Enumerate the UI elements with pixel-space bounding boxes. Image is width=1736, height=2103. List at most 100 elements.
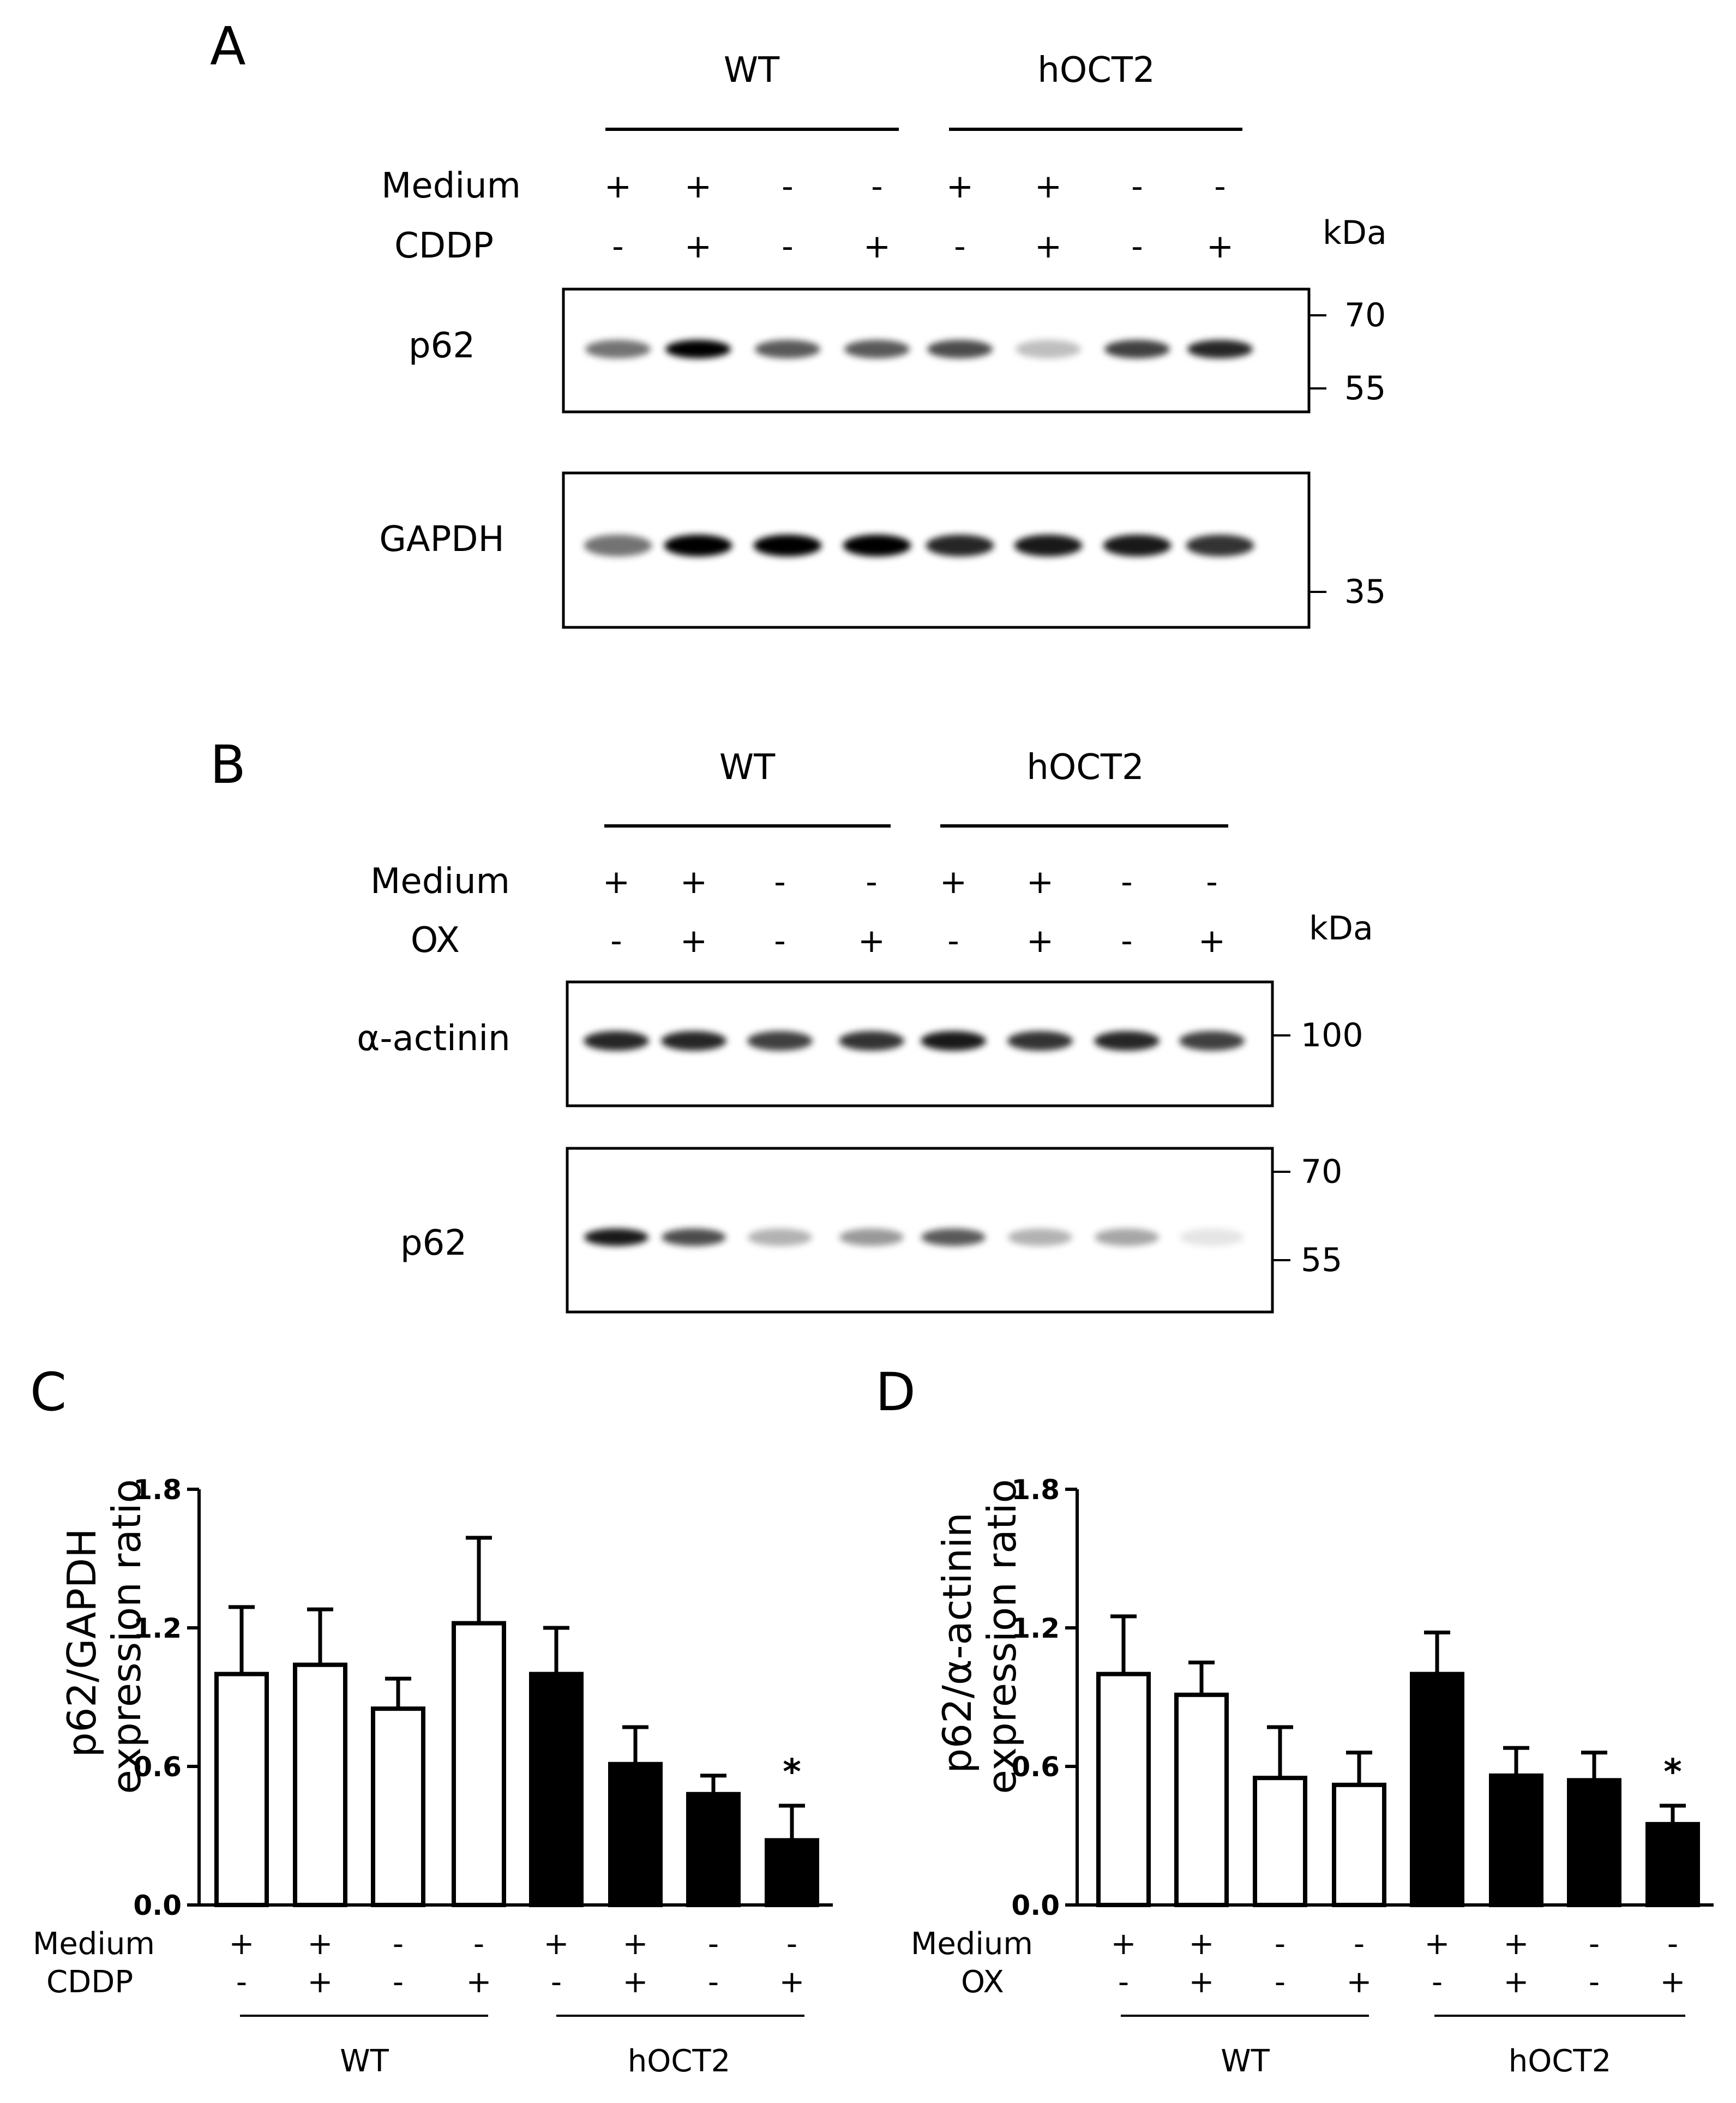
- p62-b-band-5: [921, 1229, 986, 1246]
- p62-a-band-1: [585, 340, 651, 358]
- medium-a-sign-2: +: [684, 167, 712, 206]
- p62-b-band-6: [1008, 1229, 1072, 1246]
- chart-c-treatment-sign-2: +: [308, 1964, 333, 2000]
- marker-55-a: 55: [1344, 369, 1386, 408]
- chart-c-medium-sign-4: -: [473, 1926, 484, 1962]
- chart-c-bar-8: [765, 1838, 819, 1907]
- chart-d-treatment-sign-8: +: [1660, 1964, 1686, 2000]
- chart-d-medium-sign-7: -: [1589, 1926, 1600, 1962]
- row-label-medium-d: Medium: [911, 1926, 1033, 1962]
- group-label-hoct2-a: hOCT2: [1037, 50, 1155, 91]
- y-axis-label-c-line1: p62/GAPDH: [59, 1529, 105, 1758]
- cddp-a-sign-5: -: [954, 227, 966, 266]
- chart-d-medium-sign-8: -: [1667, 1926, 1678, 1962]
- actinin-b-band-2: [661, 1031, 726, 1051]
- medium-b-sign-1: +: [603, 863, 630, 901]
- blot-label-p62-b: p62: [400, 1223, 467, 1263]
- chart-c-medium-sign-5: +: [544, 1926, 569, 1962]
- p62-b-band-7: [1095, 1229, 1159, 1246]
- p62-a-band-7: [1104, 340, 1170, 358]
- row-label-ox-d: OX: [961, 1964, 1004, 2000]
- chart-c-bar-1: [214, 1671, 269, 1908]
- actinin-b-band-8: [1179, 1031, 1245, 1051]
- ox-b-sign-3: -: [774, 922, 786, 960]
- ox-b-sign-8: +: [1198, 922, 1226, 960]
- cddp-a-sign-2: +: [684, 227, 712, 266]
- group-label-hoct2-c: hOCT2: [628, 2044, 731, 2079]
- band-row-p62-a: [585, 340, 1253, 358]
- p62-b-band-4: [839, 1229, 904, 1246]
- group-label-wt-a: WT: [724, 50, 780, 91]
- band-row-p62-b: [584, 1229, 1244, 1246]
- chart-c-ytick-label-2: 1.2: [133, 1613, 182, 1644]
- band-row-gapdh-a: [584, 535, 1254, 556]
- chart-d-treatment-sign-2: +: [1189, 1964, 1215, 2000]
- sign-row-medium-a: + + - - + + - -: [604, 167, 1226, 206]
- ox-b-sign-4: +: [858, 922, 885, 960]
- y-axis-label-d-line2: expression ratio: [979, 1479, 1025, 1794]
- row-label-medium-b: Medium: [370, 861, 510, 902]
- cddp-a-sign-8: +: [1206, 227, 1234, 266]
- blot-label-p62-a: p62: [409, 326, 475, 366]
- medium-a-sign-1: +: [604, 167, 632, 206]
- chart-c-treatment-sign-5: -: [551, 1964, 562, 2000]
- y-axis-label-c: p62/GAPDH expression ratio: [59, 1479, 149, 1794]
- chart-d-ytick-label-2: 1.2: [1011, 1613, 1060, 1644]
- group-label-wt-d: WT: [1221, 2044, 1270, 2079]
- p62-b-band-8: [1180, 1229, 1244, 1246]
- cddp-a-sign-7: -: [1131, 227, 1143, 266]
- chart-d-treatment-sign-1: -: [1118, 1964, 1129, 2000]
- p62-a-band-8: [1187, 340, 1253, 358]
- medium-b-sign-2: +: [680, 863, 707, 901]
- kda-label-b: kDa: [1309, 909, 1373, 948]
- bar-chart-c: 0.00.61.21.8+-++---++-++---+*: [133, 1474, 833, 2000]
- chart-c-bar-5: [529, 1671, 584, 1908]
- chart-d-treatment-sign-3: -: [1275, 1964, 1286, 2000]
- row-label-medium-c: Medium: [33, 1926, 155, 1962]
- medium-a-sign-3: -: [782, 167, 794, 206]
- blot-label-actinin-b: α-actinin: [357, 1018, 510, 1059]
- chart-c-medium-sign-2: +: [308, 1926, 333, 1962]
- chart-c-ytick-label-1: 0.6: [133, 1751, 182, 1783]
- chart-d-medium-sign-1: +: [1111, 1926, 1137, 1962]
- chart-c-medium-sign-8: -: [786, 1926, 797, 1962]
- cddp-a-sign-6: +: [1035, 227, 1062, 266]
- p62-a-band-4: [844, 340, 910, 358]
- chart-d-treatment-sign-4: +: [1347, 1964, 1372, 2000]
- panel-label-b: B: [210, 734, 246, 795]
- gapdh-a-band-8: [1186, 535, 1254, 556]
- gapdh-a-band-6: [1014, 535, 1083, 556]
- row-label-cddp-c: CDDP: [46, 1964, 133, 2000]
- gapdh-a-band-1: [584, 535, 652, 556]
- group-label-hoct2-d: hOCT2: [1509, 2044, 1612, 2079]
- chart-d-bar-2: [1174, 1692, 1229, 1907]
- chart-c-ytick-label-0: 0.0: [133, 1890, 182, 1921]
- group-label-hoct2-b: hOCT2: [1026, 747, 1144, 788]
- gapdh-a-band-3: [753, 535, 822, 556]
- chart-d-ytick-label-0: 0.0: [1011, 1890, 1060, 1921]
- chart-d-ytick-label-3: 1.8: [1011, 1474, 1060, 1506]
- marker-70-b: 70: [1301, 1153, 1342, 1191]
- actinin-b-band-4: [839, 1031, 904, 1051]
- ox-b-sign-7: -: [1121, 922, 1133, 960]
- chart-c-bar-6: [608, 1762, 663, 1907]
- row-label-cddp-a: CDDP: [394, 226, 494, 266]
- p62-a-band-6: [1016, 340, 1081, 358]
- chart-c-bar-4: [452, 1621, 506, 1908]
- medium-b-sign-6: +: [1026, 863, 1054, 901]
- y-axis-label-d: p62/α-actinin expression ratio: [934, 1479, 1025, 1794]
- chart-c-medium-sign-1: +: [229, 1926, 255, 1962]
- actinin-b-band-5: [921, 1031, 986, 1051]
- actinin-b-band-1: [584, 1031, 649, 1051]
- kda-label-a: kDa: [1323, 214, 1387, 252]
- gapdh-a-band-4: [843, 535, 911, 556]
- medium-b-sign-7: -: [1121, 863, 1133, 901]
- chart-d-ytick-label-1: 0.6: [1011, 1751, 1060, 1783]
- ox-b-sign-5: -: [947, 922, 959, 960]
- marker-70-a: 70: [1344, 296, 1386, 334]
- actinin-b-band-6: [1007, 1031, 1073, 1051]
- p62-b-band-1: [584, 1229, 648, 1246]
- medium-a-sign-4: -: [871, 167, 883, 206]
- p62-b-band-2: [662, 1229, 726, 1246]
- chart-c-treatment-sign-7: -: [708, 1964, 719, 2000]
